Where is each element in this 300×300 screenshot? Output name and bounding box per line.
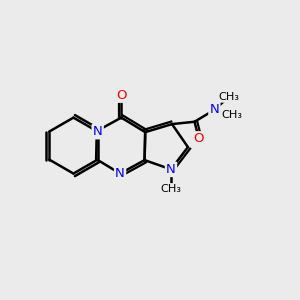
Text: CH₃: CH₃ (218, 92, 239, 102)
Text: N: N (93, 125, 103, 138)
Text: O: O (116, 88, 127, 102)
Text: N: N (115, 167, 125, 180)
Text: CH₃: CH₃ (160, 184, 182, 194)
Text: N: N (166, 163, 176, 176)
Text: N: N (209, 103, 219, 116)
Text: O: O (194, 133, 204, 146)
Text: CH₃: CH₃ (221, 110, 242, 120)
